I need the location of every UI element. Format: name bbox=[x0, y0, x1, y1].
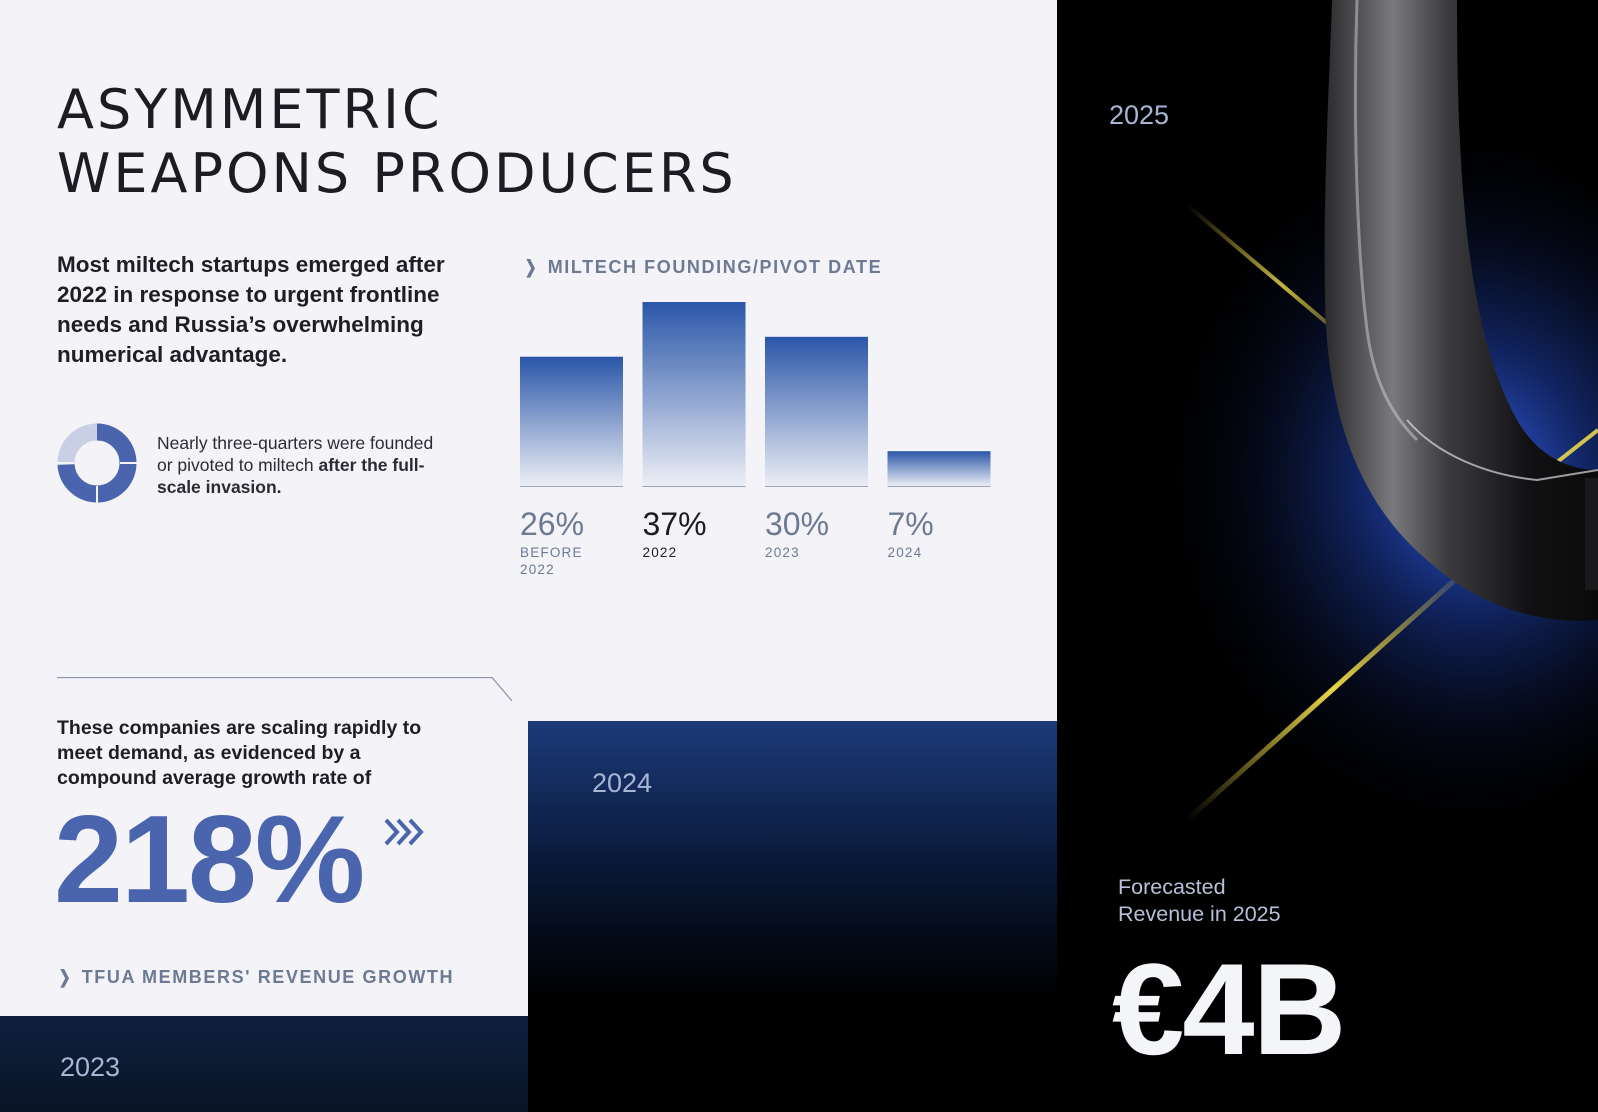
bar-value-label-2: 30% bbox=[765, 506, 829, 542]
forecast-label: Forecasted Revenue in 2025 bbox=[1118, 874, 1418, 928]
triple-chevron-right-icon bbox=[384, 818, 424, 846]
light-beam-lower bbox=[1185, 558, 1479, 822]
bar-value-label-0: 26% bbox=[520, 506, 584, 542]
chart-category-labels: BEFORE 2022 2022 2023 2024 bbox=[520, 545, 923, 577]
forecast-label-line-2: Revenue in 2025 bbox=[1118, 902, 1281, 926]
bar-category-label-0: BEFORE 2022 bbox=[520, 545, 583, 577]
chart-bars bbox=[520, 302, 991, 487]
year-label-2023: 2023 bbox=[60, 1052, 121, 1082]
section-divider bbox=[57, 677, 513, 702]
timeline-block-2023 bbox=[0, 1016, 528, 1112]
growth-section-label-text: TFUA MEMBERS' REVENUE GROWTH bbox=[81, 967, 455, 987]
chart-section-label-text: MILTECH FOUNDING/PIVOT DATE bbox=[547, 257, 883, 277]
bar-2 bbox=[765, 336, 868, 486]
growth-section-label: ❯ TFUA MEMBERS' REVENUE GROWTH bbox=[57, 967, 454, 988]
right-dark-panel bbox=[1057, 0, 1598, 1112]
donut-chart bbox=[57, 423, 137, 503]
blade-highlight bbox=[1353, 0, 1419, 442]
bar-category-label-3: 2024 bbox=[888, 545, 923, 560]
bar-value-label-1: 37% bbox=[643, 506, 707, 542]
donut-caption-part-2: after the full-scale invasion. bbox=[157, 455, 425, 497]
product-render-image bbox=[1077, 0, 1598, 840]
blade-edge bbox=[1406, 419, 1598, 482]
chart-section-label: ❯ MILTECH FOUNDING/PIVOT DATE bbox=[523, 257, 882, 278]
donut-caption: Nearly three-quarters were founded or pi… bbox=[157, 432, 447, 498]
chart-value-labels: 26% 37% 30% 7% bbox=[520, 506, 934, 542]
page-title: ASYMMETRIC WEAPONS PRODUCERS bbox=[57, 78, 737, 206]
founding-date-bar-chart: 26% 37% 30% 7% BEFORE 2022 2022 2023 2024 bbox=[520, 302, 991, 577]
bar-1 bbox=[642, 302, 746, 486]
donut-caption-part-1: Nearly three-quarters were founded or pi… bbox=[157, 433, 434, 475]
forecast-label-line-1: Forecasted bbox=[1118, 875, 1226, 899]
blade-right-piece bbox=[1585, 478, 1598, 590]
chevron-right-icon: ❯ bbox=[58, 967, 73, 987]
bar-category-label-1: 2022 bbox=[643, 545, 678, 560]
divider-line bbox=[57, 677, 513, 702]
metal-blade bbox=[1324, 0, 1598, 621]
page-title-line-2: WEAPONS PRODUCERS bbox=[57, 142, 737, 205]
growth-description: These companies are scaling rapidly to m… bbox=[57, 717, 422, 789]
year-label-2025: 2025 bbox=[1109, 100, 1170, 130]
bar-value-label-3: 7% bbox=[888, 506, 934, 542]
year-label-2024: 2024 bbox=[592, 768, 653, 798]
bar-3 bbox=[887, 451, 991, 486]
bar-0 bbox=[520, 356, 623, 486]
intro-text: Most miltech startups emerged after 2022… bbox=[57, 252, 445, 367]
forecast-revenue-value: €4B bbox=[1112, 936, 1346, 1082]
chevron-right-icon: ❯ bbox=[524, 257, 539, 277]
bar-category-label-2: 2023 bbox=[765, 545, 800, 560]
light-beam-upper bbox=[1185, 203, 1349, 342]
page-title-line-1: ASYMMETRIC bbox=[57, 78, 443, 141]
growth-rate-value: 218% bbox=[54, 791, 365, 929]
timeline-block-2024 bbox=[528, 721, 1057, 1112]
